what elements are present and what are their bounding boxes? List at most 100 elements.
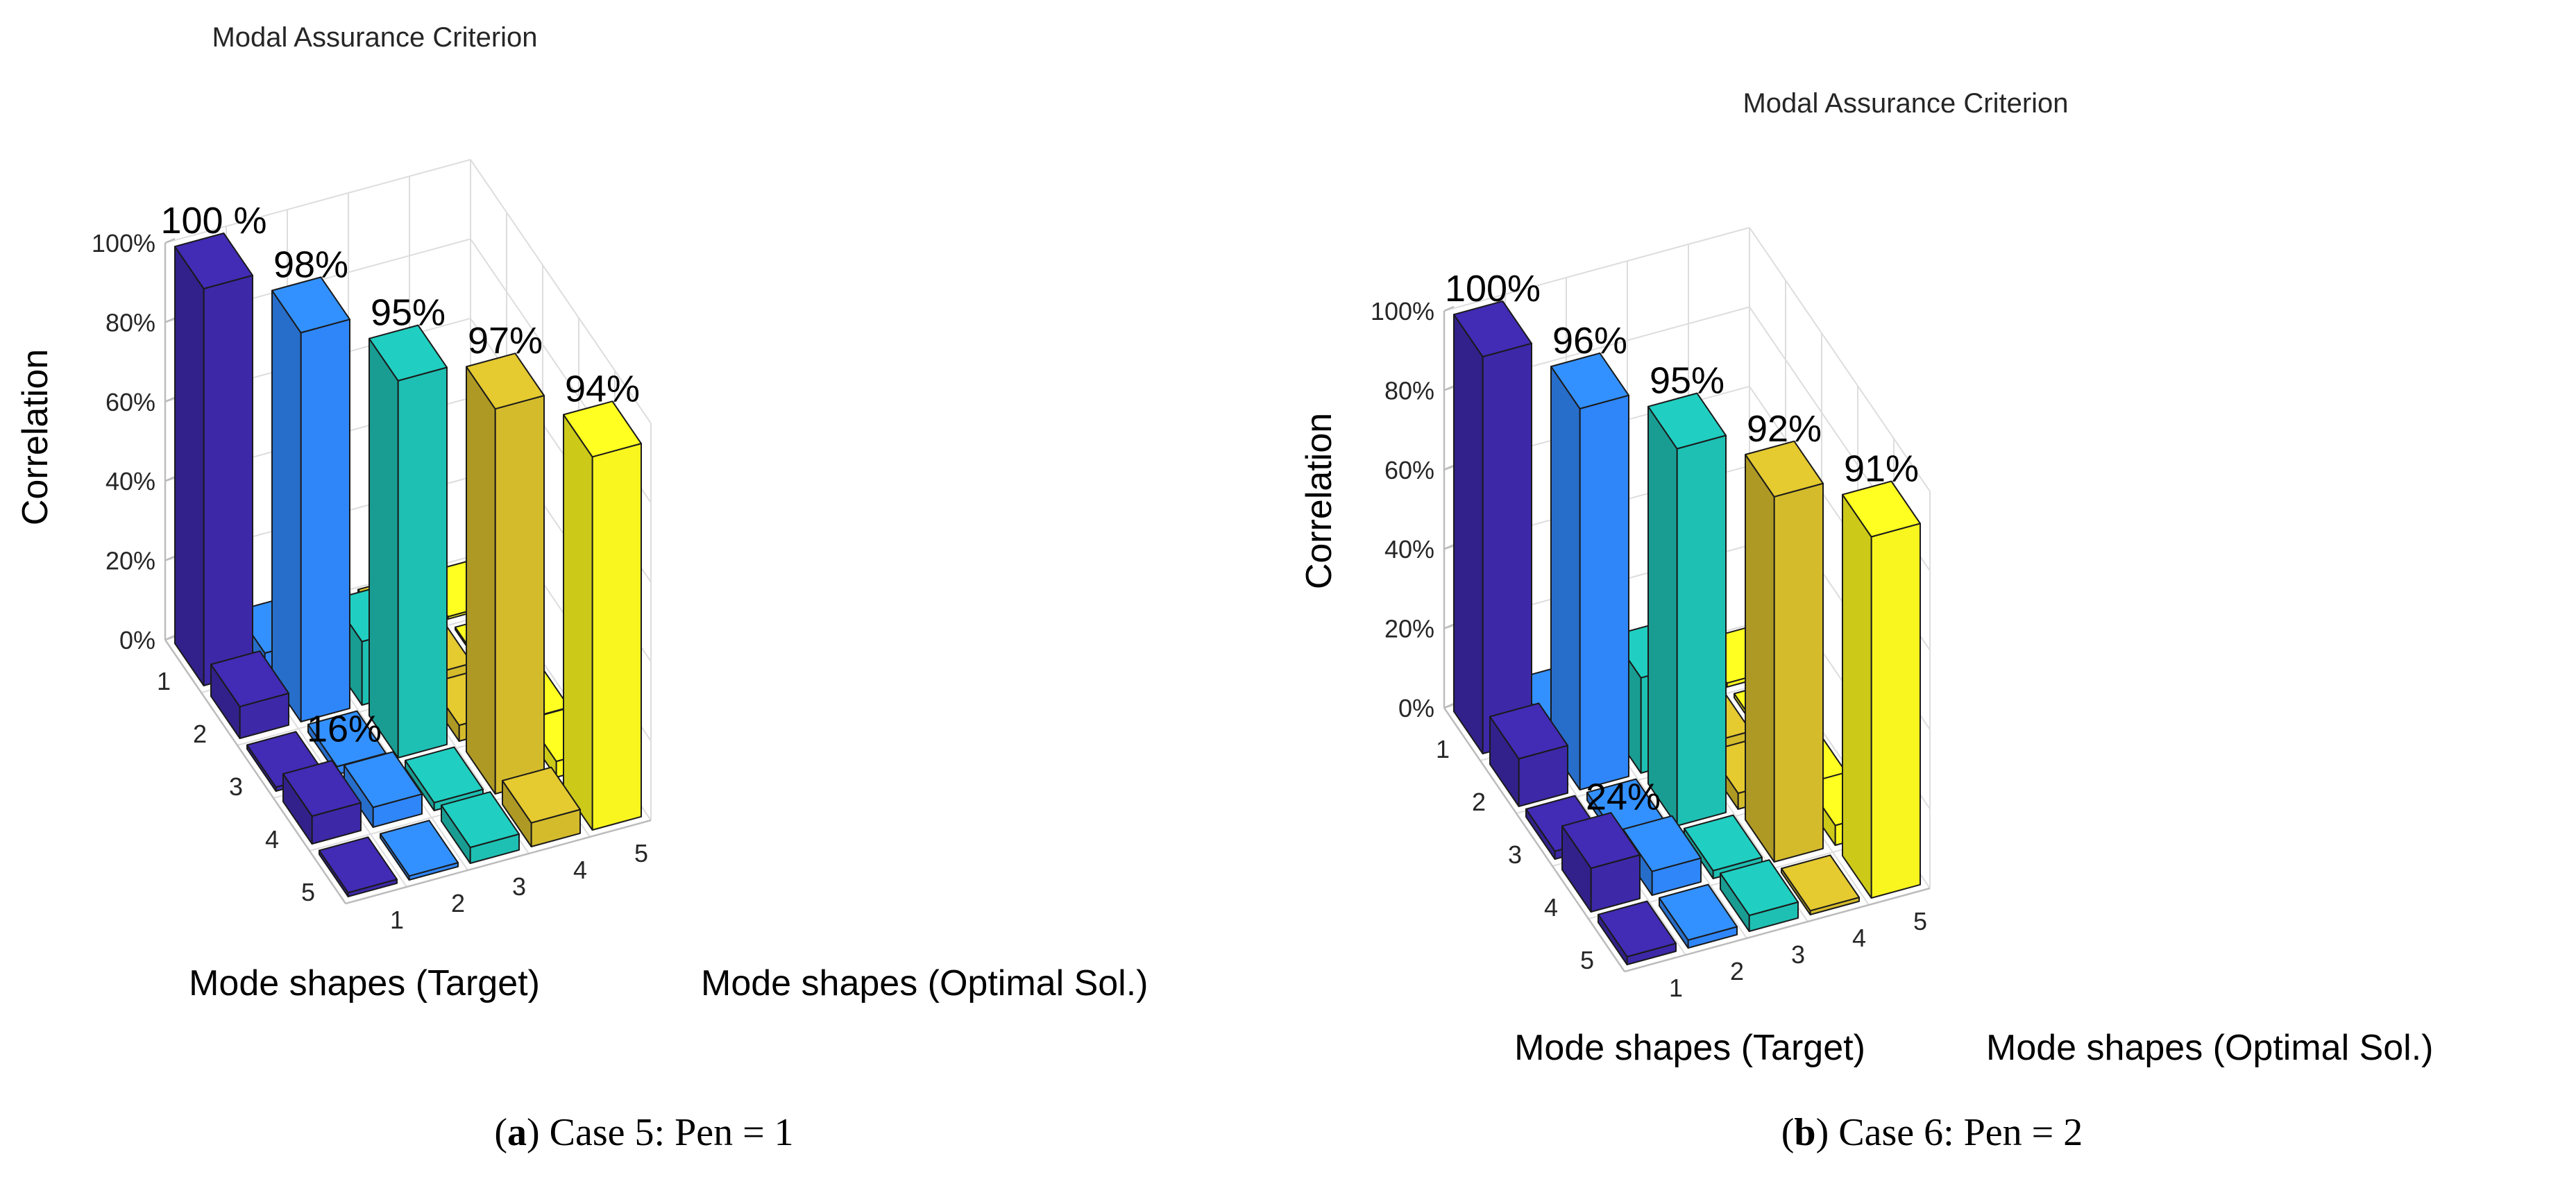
value-label: 97%: [468, 320, 543, 362]
bar-face-front: [1676, 434, 1727, 827]
bar-face-top: [1659, 883, 1738, 941]
chart-a-bars: [174, 232, 642, 897]
value-label: 100%: [1445, 268, 1541, 310]
bar-x5-y5: [563, 400, 642, 831]
chart-b-root: 0%20%40%60%80%100%1234512345100%96%95%92…: [1299, 88, 2434, 1068]
x-axis-label: Mode shapes (Optimal Sol.): [1986, 1028, 2434, 1068]
z-tick-mark: [1443, 702, 1455, 709]
bar-face-front: [300, 319, 350, 722]
x-tick-label: 3: [1791, 940, 1805, 969]
bar-x1-y5: [319, 836, 398, 897]
caption-b-open: (: [1781, 1111, 1795, 1154]
x-tick-label: 1: [390, 906, 404, 934]
value-label: 91%: [1844, 448, 1919, 489]
bar-face-front: [1870, 523, 1921, 899]
caption-a: (a) Case 5: Pen = 1: [0, 1110, 1288, 1155]
value-label: 95%: [1650, 360, 1725, 402]
bar-face-top: [1489, 702, 1568, 760]
y-tick-label: 3: [229, 772, 243, 801]
bar-x3-y3: [1647, 392, 1727, 827]
z-tick-mark: [164, 555, 176, 561]
chart-title: Modal Assurance Criterion: [1743, 88, 2068, 119]
bar-face-top: [1622, 815, 1702, 872]
value-label: 94%: [565, 368, 640, 409]
bar-face-top: [1720, 859, 1799, 917]
bar-x2-y2: [271, 276, 350, 722]
bar-face-top: [466, 353, 545, 410]
y-tick-label: 3: [1508, 840, 1522, 869]
bar-face-top: [1647, 392, 1727, 450]
bar-x1-y4: [1561, 812, 1641, 913]
x-tick-label: 4: [573, 856, 587, 884]
value-label: 95%: [371, 292, 446, 334]
caption-b-text: Case 6: Pen = 2: [1829, 1111, 2083, 1154]
x-axis-line: [1624, 887, 1931, 973]
bar-face-top: [1550, 352, 1629, 409]
bar-face-top: [1781, 854, 1860, 912]
bar-face-top: [563, 400, 642, 458]
z-tick-mark: [1443, 623, 1455, 629]
bar-face-side: [1647, 405, 1678, 827]
bar-x1-y1: [1453, 300, 1532, 754]
bar-face-top: [271, 276, 350, 334]
value-label: 24%: [1586, 777, 1661, 818]
y-axis-label: Mode shapes (Target): [1514, 1028, 1865, 1068]
bar-x2-y5: [1659, 883, 1738, 949]
bar-x4-y4: [466, 353, 545, 795]
z-tick-mark: [1443, 305, 1455, 312]
z-tick-label: 0%: [119, 626, 155, 654]
x-axis-line: [345, 819, 652, 905]
bar-x2-y4: [344, 751, 423, 828]
bar-face-side: [1745, 454, 1775, 863]
x-tick-label: 2: [451, 889, 465, 917]
bar-face-top: [1598, 900, 1677, 958]
bar-face-side: [466, 366, 496, 795]
bar-face-top: [368, 324, 448, 382]
x-tick-label: 3: [512, 872, 526, 901]
y-tick-label: 1: [157, 667, 171, 695]
z-tick-mark: [1443, 464, 1455, 471]
bar-face-front: [494, 395, 545, 795]
bar-face-side: [271, 289, 302, 722]
bar-x1-y2: [1489, 702, 1568, 807]
bar-x1-y1: [174, 232, 253, 686]
caption-a-letter: a: [507, 1111, 527, 1154]
caption-a-close: ): [527, 1111, 540, 1154]
bar-face-top: [1842, 480, 1921, 538]
z-tick-label: 60%: [105, 388, 155, 416]
z-tick-label: 20%: [1384, 615, 1434, 643]
value-label: 96%: [1552, 320, 1627, 362]
bar-x5-y5: [1842, 480, 1921, 899]
value-label: 16%: [307, 709, 382, 750]
z-tick-mark: [164, 237, 176, 244]
z-tick-label: 100%: [1371, 297, 1434, 325]
panel-a: 0% 20% 40% 60% 80% 100% 1 2 3 4 5 1 2 3 4 5 100 % 98% 95% 9…: [0, 22, 1288, 1155]
grid-line: [1443, 227, 1750, 312]
z-axis-label: Correlation: [15, 349, 56, 525]
caption-a-open: (: [494, 1111, 507, 1154]
bar-face-top: [344, 751, 423, 808]
x-tick-label: 5: [1913, 907, 1927, 935]
bar-face-side: [1453, 314, 1484, 754]
bar-face-top: [1453, 300, 1532, 357]
x-tick-label: 5: [634, 839, 648, 867]
y-tick-label: 1: [1436, 735, 1450, 763]
z-tick-label: 100%: [92, 229, 155, 257]
bar-face-side: [174, 246, 205, 686]
z-tick-label: 20%: [105, 547, 155, 575]
caption-a-text: Case 5: Pen = 1: [539, 1111, 794, 1154]
caption-b-close: ): [1815, 1111, 1829, 1154]
y-tick-label: 4: [265, 825, 279, 854]
caption-b-letter: b: [1794, 1111, 1816, 1154]
panel-b: 0% 20% 40% 60% 80% 100% 1 2 3 4 5 1 2 3 4 5 100% 96% 95% 92…: [1288, 0, 2576, 1186]
z-tick-label: 80%: [1384, 376, 1434, 405]
bar-x1-y4: [282, 760, 362, 845]
bar-x3-y5: [441, 791, 520, 864]
x-tick-label: 2: [1730, 957, 1744, 985]
z-tick-label: 0%: [1398, 694, 1434, 722]
z-tick-mark: [1443, 544, 1455, 550]
bar-x2-y2: [1550, 352, 1629, 790]
y-tick-label: 4: [1544, 893, 1558, 922]
